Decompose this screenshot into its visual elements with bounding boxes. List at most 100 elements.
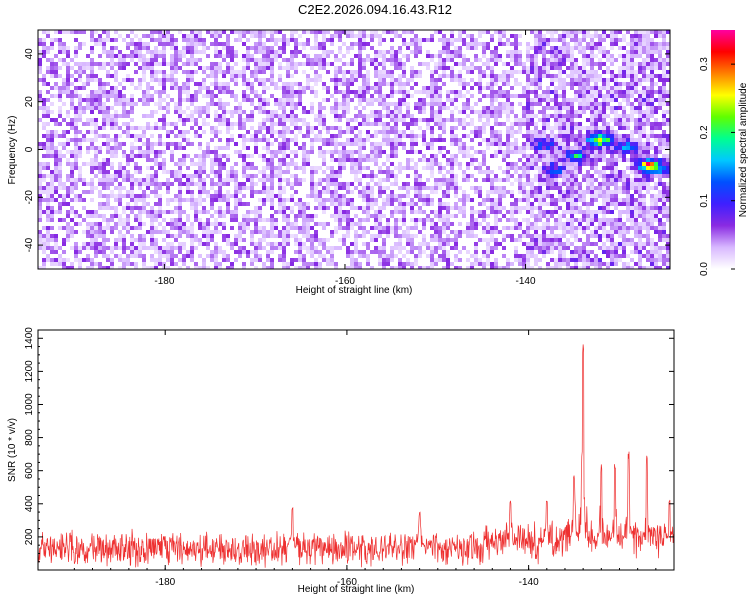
- heatmap-cell: [590, 202, 594, 206]
- heatmap-cell: [398, 198, 402, 202]
- heatmap-cell: [390, 150, 394, 154]
- heatmap-cell: [454, 214, 458, 218]
- heatmap-cell: [506, 78, 510, 82]
- heatmap-cell: [430, 74, 434, 78]
- heatmap-cell: [386, 170, 390, 174]
- heatmap-cell: [666, 30, 670, 34]
- heatmap-cell: [574, 142, 578, 146]
- heatmap-cell: [242, 134, 246, 138]
- heatmap-cell: [630, 78, 634, 82]
- heatmap-cell: [330, 110, 334, 114]
- heatmap-cell: [558, 218, 562, 222]
- heatmap-cell: [158, 162, 162, 166]
- heatmap-cell: [166, 42, 170, 46]
- heatmap-cell: [562, 98, 566, 102]
- heatmap-cell: [306, 214, 310, 218]
- heatmap-cell: [322, 178, 326, 182]
- heatmap-cell: [498, 30, 502, 34]
- heatmap-cell: [490, 138, 494, 142]
- heatmap-cell: [510, 34, 514, 38]
- heatmap-cell: [278, 174, 282, 178]
- heatmap-cell: [442, 182, 446, 186]
- heatmap-cell: [562, 118, 566, 122]
- heatmap-cell: [526, 218, 530, 222]
- heatmap-cell: [654, 90, 658, 94]
- heatmap-cell: [82, 110, 86, 114]
- heatmap-cell: [494, 106, 498, 110]
- heatmap-cell: [230, 214, 234, 218]
- heatmap-cell: [546, 178, 550, 182]
- heatmap-cell: [90, 170, 94, 174]
- heatmap-cell: [250, 54, 254, 58]
- heatmap-cell: [430, 38, 434, 42]
- heatmap-cell: [294, 150, 298, 154]
- heatmap-cell: [390, 118, 394, 122]
- heatmap-cell: [46, 114, 50, 118]
- heatmap-cell: [538, 154, 542, 158]
- heatmap-cell: [610, 194, 614, 198]
- heatmap-cell: [606, 146, 610, 150]
- heatmap-cell: [454, 142, 458, 146]
- heatmap-cell: [462, 122, 466, 126]
- heatmap-cell: [370, 134, 374, 138]
- heatmap-cell: [42, 82, 46, 86]
- heatmap-cell: [302, 170, 306, 174]
- heatmap-cell: [606, 190, 610, 194]
- heatmap-cell: [630, 50, 634, 54]
- heatmap-cell: [402, 122, 406, 126]
- heatmap-cell: [78, 98, 82, 102]
- heatmap-cell: [630, 202, 634, 206]
- heatmap-cell: [330, 174, 334, 178]
- heatmap-cell: [382, 58, 386, 62]
- heatmap-cell: [138, 78, 142, 82]
- heatmap-cell: [226, 182, 230, 186]
- heatmap-cell: [318, 134, 322, 138]
- heatmap-cell: [110, 174, 114, 178]
- heatmap-cell: [50, 194, 54, 198]
- heatmap-cell: [638, 182, 642, 186]
- heatmap-cell: [434, 110, 438, 114]
- heatmap-cell: [650, 42, 654, 46]
- heatmap-cell: [246, 86, 250, 90]
- heatmap-cell: [450, 38, 454, 42]
- heatmap-cell: [582, 194, 586, 198]
- heatmap-cell: [250, 138, 254, 142]
- heatmap-cell: [162, 34, 166, 38]
- heatmap-cell: [502, 70, 506, 74]
- heatmap-cell: [494, 138, 498, 142]
- heatmap-cell: [446, 58, 450, 62]
- heatmap-cell: [158, 214, 162, 218]
- heatmap-cell: [594, 102, 598, 106]
- heatmap-cell: [382, 198, 386, 202]
- heatmap-cell: [218, 178, 222, 182]
- heatmap-cell: [514, 58, 518, 62]
- heatmap-cell: [494, 78, 498, 82]
- heatmap-cell: [186, 78, 190, 82]
- heatmap-cell: [610, 154, 614, 158]
- heatmap-cell: [462, 38, 466, 42]
- heatmap-cell: [78, 74, 82, 78]
- heatmap-cell: [106, 98, 110, 102]
- heatmap-cell: [94, 30, 98, 34]
- heatmap-cell: [594, 30, 598, 34]
- heatmap-cell: [450, 74, 454, 78]
- heatmap-cell: [442, 174, 446, 178]
- heatmap-cell: [550, 106, 554, 110]
- heatmap-cell: [410, 202, 414, 206]
- heatmap-cell: [650, 154, 654, 158]
- heatmap-cell: [518, 182, 522, 186]
- heatmap-cell: [534, 122, 538, 126]
- heatmap-cell: [434, 62, 438, 66]
- heatmap-cell: [666, 122, 670, 126]
- heatmap-cell: [426, 102, 430, 106]
- heatmap-cell: [266, 190, 270, 194]
- heatmap-cell: [402, 38, 406, 42]
- heatmap-cell: [526, 86, 530, 90]
- heatmap-cell: [550, 66, 554, 70]
- heatmap-cell: [74, 114, 78, 118]
- heatmap-cell: [410, 38, 414, 42]
- heatmap-cell: [478, 90, 482, 94]
- heatmap-cell: [438, 170, 442, 174]
- heatmap-cell: [334, 198, 338, 202]
- heatmap-cell: [330, 182, 334, 186]
